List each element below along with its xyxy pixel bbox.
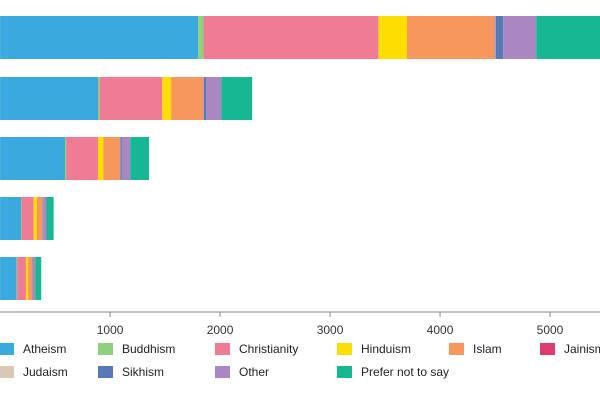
- legend-swatch: [449, 343, 464, 355]
- bar-segment-other-row-1: [503, 16, 537, 59]
- bar-segment-buddhism-row-4: [20, 197, 22, 240]
- legend-item-buddhism[interactable]: Buddhism: [98, 342, 175, 356]
- legend-item-islam[interactable]: Islam: [449, 342, 502, 356]
- bar-segment-atheism-row-1: [0, 16, 199, 59]
- legend-label: Atheism: [23, 342, 66, 356]
- legend-label: Judaism: [23, 365, 68, 379]
- bar-segment-sikhism-row-4: [42, 197, 44, 240]
- legend-swatch: [337, 366, 352, 378]
- bar-segment-islam-row-1: [407, 16, 494, 59]
- legend-label: Jainism: [564, 342, 600, 356]
- x-tick-label: 5000: [537, 323, 564, 337]
- bar-segment-christianity-row-5: [17, 257, 26, 300]
- bar-segment-buddhism-row-5: [16, 257, 18, 300]
- bar-segment-islam-row-5: [28, 257, 33, 300]
- bar-segment-christianity-row-2: [99, 77, 163, 120]
- legend-label: Prefer not to say: [361, 365, 449, 379]
- legend-label: Other: [239, 365, 269, 379]
- bar-segment-christianity-row-3: [66, 137, 98, 180]
- bar-segment-sikhism-row-2: [203, 77, 206, 120]
- legend-item-other[interactable]: Other: [215, 365, 269, 379]
- legend-label: Islam: [473, 342, 502, 356]
- legend-swatch: [0, 343, 14, 355]
- bar-segment-islam-row-4: [36, 197, 43, 240]
- bar-segment-hinduism-row-4: [33, 197, 37, 240]
- legend-label: Christianity: [239, 342, 298, 356]
- bar-segment-prefer-not-to-say-row-4: [46, 197, 54, 240]
- legend-item-jainism[interactable]: Jainism: [540, 342, 600, 356]
- bar-segment-atheism-row-5: [0, 257, 17, 300]
- bar-segment-other-row-5: [32, 257, 36, 300]
- x-tick-label: 1000: [97, 323, 124, 337]
- bar-segment-sikhism-row-5: [32, 257, 34, 300]
- x-tick-label: 3000: [317, 323, 344, 337]
- bar-segment-islam-row-2: [171, 77, 204, 120]
- legend-item-atheism[interactable]: Atheism: [0, 342, 66, 356]
- bar-segment-other-row-3: [121, 137, 131, 180]
- legend-swatch: [98, 366, 113, 378]
- legend-swatch: [337, 343, 352, 355]
- legend-swatch: [0, 366, 14, 378]
- legend-item-christianity[interactable]: Christianity: [215, 342, 298, 356]
- bar-segment-buddhism-row-3: [64, 137, 67, 180]
- bar-segment-islam-row-3: [103, 137, 120, 180]
- bar-segment-hinduism-row-2: [162, 77, 172, 120]
- bar-segment-christianity-row-4: [21, 197, 34, 240]
- bar-segment-buddhism-row-1: [198, 16, 204, 59]
- bar-segment-atheism-row-3: [0, 137, 65, 180]
- legend-label: Hinduism: [361, 342, 411, 356]
- legend-item-prefer-not-to-say[interactable]: Prefer not to say: [337, 365, 449, 379]
- bars-layer: [0, 16, 600, 300]
- legend-item-sikhism[interactable]: Sikhism: [98, 365, 164, 379]
- bar-segment-atheism-row-2: [0, 77, 98, 120]
- bar-segment-judaism-row-1: [494, 16, 496, 59]
- bar-segment-christianity-row-1: [203, 16, 379, 59]
- legend-item-hinduism[interactable]: Hinduism: [337, 342, 411, 356]
- bar-segment-buddhism-row-2: [97, 77, 100, 120]
- bar-segment-prefer-not-to-say-row-2: [221, 77, 253, 120]
- legend: Atheism Buddhism Christianity Hinduism Islam…: [0, 342, 600, 379]
- bar-segment-other-row-2: [205, 77, 222, 120]
- bar-segment-sikhism-row-1: [495, 16, 504, 59]
- x-tick-label: 4000: [427, 323, 454, 337]
- bar-segment-prefer-not-to-say-row-3: [130, 137, 150, 180]
- bar-segment-hinduism-row-5: [25, 257, 29, 300]
- bar-segment-prefer-not-to-say-row-1: [536, 16, 600, 59]
- legend-swatch: [540, 343, 555, 355]
- bar-segment-judaism-row-3: [120, 137, 121, 180]
- bar-segment-atheism-row-4: [0, 197, 21, 240]
- x-tick-label: 2000: [207, 323, 234, 337]
- bar-segment-hinduism-row-3: [97, 137, 104, 180]
- bar-segment-other-row-4: [43, 197, 47, 240]
- bar-segment-jainism-row-1: [493, 16, 495, 59]
- bar-segment-prefer-not-to-say-row-5: [35, 257, 42, 300]
- x-axis: 1000 2000 3000 4000 5000: [0, 311, 600, 337]
- bar-segment-sikhism-row-3: [120, 137, 122, 180]
- legend-label: Buddhism: [122, 342, 175, 356]
- bar-segment-judaism-row-2: [203, 77, 204, 120]
- legend-swatch: [215, 343, 230, 355]
- legend-swatch: [215, 366, 230, 378]
- legend-item-judaism[interactable]: Judaism: [0, 365, 68, 379]
- legend-label: Sikhism: [122, 365, 164, 379]
- legend-swatch: [98, 343, 113, 355]
- bar-segment-hinduism-row-1: [378, 16, 408, 59]
